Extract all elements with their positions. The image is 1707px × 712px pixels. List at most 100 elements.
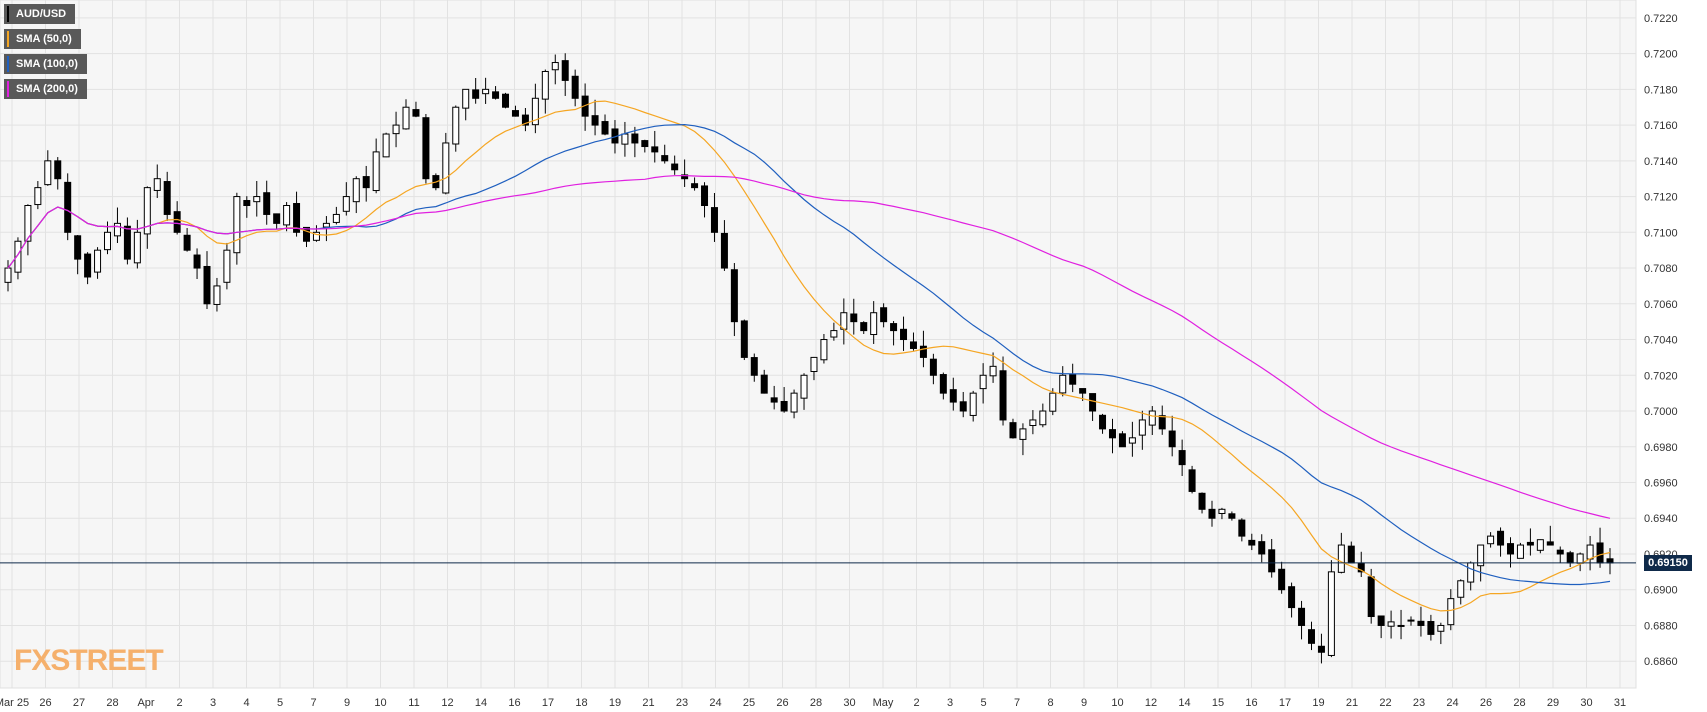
candle-body xyxy=(492,91,500,99)
candle-body xyxy=(113,222,121,237)
grid xyxy=(0,0,1636,688)
candle-body xyxy=(1307,629,1315,644)
candle-body xyxy=(1497,530,1505,546)
current-price-tag: 0.69150 xyxy=(1644,554,1692,571)
candle-body xyxy=(1019,428,1027,440)
legend-swatch-sma50 xyxy=(7,31,9,47)
candle-body xyxy=(1536,539,1544,551)
x-tick-label: 26 xyxy=(39,697,51,709)
x-tick-label: 23 xyxy=(1413,697,1425,709)
candle-body xyxy=(1208,508,1216,519)
candle-body xyxy=(1298,607,1306,626)
y-tick-label: 0.7140 xyxy=(1644,156,1678,168)
candle-body xyxy=(422,117,430,180)
x-tick-label: 16 xyxy=(508,697,520,709)
candle-body xyxy=(143,187,151,235)
candle-body xyxy=(442,142,450,194)
y-tick-label: 0.7160 xyxy=(1644,120,1678,132)
x-tick-label: 21 xyxy=(1346,697,1358,709)
candle-body xyxy=(352,178,360,203)
candle-body xyxy=(1397,624,1405,627)
candle-body xyxy=(790,392,798,413)
candle-body xyxy=(1079,388,1087,394)
candle-body xyxy=(123,225,131,260)
candle-body xyxy=(1248,539,1256,546)
x-tick-label: 7 xyxy=(1014,697,1020,709)
candle-body xyxy=(1427,621,1435,635)
candle-body xyxy=(701,185,709,207)
y-tick-label: 0.7080 xyxy=(1644,263,1678,275)
x-tick-label: 3 xyxy=(947,697,953,709)
candle-body xyxy=(730,269,738,323)
candle-body xyxy=(1606,558,1614,564)
candle-body xyxy=(362,176,370,189)
legend-label-sma200: SMA (200,0) xyxy=(16,83,78,95)
candle-body xyxy=(1089,393,1097,412)
plot-background xyxy=(0,0,1637,689)
candle-body xyxy=(691,183,699,189)
x-tick-label: 16 xyxy=(1245,697,1257,709)
y-tick-label: 0.7200 xyxy=(1644,49,1678,61)
candle-body xyxy=(760,374,768,394)
x-tick-label: 28 xyxy=(106,697,118,709)
candle-body xyxy=(681,174,689,180)
x-tick-label: 30 xyxy=(843,697,855,709)
candle-body xyxy=(541,70,549,100)
candle-body xyxy=(1118,433,1126,448)
x-tick-label: 9 xyxy=(1081,697,1087,709)
legend: AUD/USD SMA (50,0) SMA (100,0) SMA (200,… xyxy=(4,4,87,104)
candle-body xyxy=(233,196,241,254)
candle-body xyxy=(44,160,52,186)
candle-body xyxy=(1526,541,1534,546)
candle-body xyxy=(999,370,1007,421)
candle-body xyxy=(1506,543,1514,555)
candle-body xyxy=(263,192,271,215)
candle-body xyxy=(163,181,171,215)
x-tick-label: 10 xyxy=(374,697,386,709)
candle-body xyxy=(651,146,659,153)
y-tick-label: 0.7180 xyxy=(1644,84,1678,96)
candle-body xyxy=(531,97,539,126)
candle-body xyxy=(1218,508,1226,514)
legend-swatch-symbol xyxy=(7,6,9,22)
candle-body xyxy=(193,254,201,269)
x-tick-label: Mar 25 xyxy=(0,697,29,709)
x-tick-label: 12 xyxy=(1145,697,1157,709)
x-tick-label: Apr xyxy=(137,697,154,709)
x-tick-label: 8 xyxy=(1047,697,1053,709)
candle-body xyxy=(1477,544,1485,567)
candle-body xyxy=(989,365,997,377)
sma-line xyxy=(7,174,1611,519)
candle-body xyxy=(322,222,330,228)
candle-body xyxy=(173,211,181,233)
fxstreet-logo: FXSTREET xyxy=(14,644,164,678)
y-tick-label: 0.7220 xyxy=(1644,13,1678,25)
candle-body xyxy=(1128,437,1136,444)
candle-body xyxy=(1566,552,1574,564)
x-tick-label: 28 xyxy=(810,697,822,709)
candle-body xyxy=(979,374,987,390)
candle-body xyxy=(332,213,340,223)
candle-body xyxy=(1327,571,1335,656)
candle-body xyxy=(1049,392,1057,412)
y-tick-label: 0.7040 xyxy=(1644,335,1678,347)
candle-body xyxy=(1138,419,1146,436)
x-tick-label: 26 xyxy=(1480,697,1492,709)
candle-body xyxy=(1556,549,1564,555)
x-axis: Mar 25262728Apr2345791011121416171819212… xyxy=(0,697,1626,709)
x-tick-label: 2 xyxy=(913,697,919,709)
candle-body xyxy=(1317,645,1325,653)
candle-body xyxy=(183,234,191,251)
candle-body xyxy=(223,249,231,283)
x-tick-label: 30 xyxy=(1580,697,1592,709)
candle-body xyxy=(1069,373,1077,385)
candle-body xyxy=(521,114,529,126)
candle-body xyxy=(1546,541,1554,546)
candle-body xyxy=(1357,562,1365,573)
candle-body xyxy=(1487,535,1495,545)
candle-body xyxy=(1347,545,1355,564)
legend-item-sma200: SMA (200,0) xyxy=(4,79,87,99)
candle-body xyxy=(372,151,380,192)
candle-body xyxy=(462,88,470,109)
y-tick-label: 0.7100 xyxy=(1644,227,1678,239)
